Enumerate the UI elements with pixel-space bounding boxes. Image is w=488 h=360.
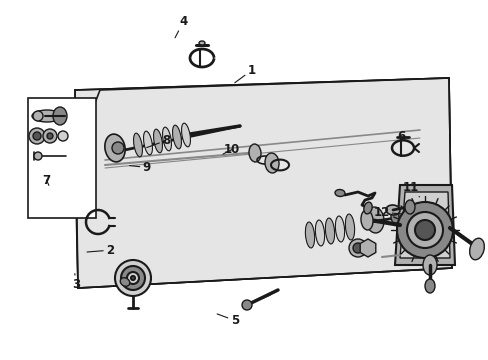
Text: 3: 3 xyxy=(72,274,80,291)
Circle shape xyxy=(396,202,452,258)
Ellipse shape xyxy=(385,205,399,215)
Ellipse shape xyxy=(404,200,414,214)
Ellipse shape xyxy=(264,153,279,173)
Ellipse shape xyxy=(143,131,152,155)
Polygon shape xyxy=(75,78,451,288)
Ellipse shape xyxy=(305,222,314,248)
Circle shape xyxy=(348,239,366,257)
Bar xyxy=(28,98,96,218)
Ellipse shape xyxy=(153,129,162,153)
Circle shape xyxy=(414,220,434,240)
Polygon shape xyxy=(75,78,451,288)
Text: 6: 6 xyxy=(396,130,404,149)
Text: 4: 4 xyxy=(175,15,187,38)
Circle shape xyxy=(115,260,151,296)
Ellipse shape xyxy=(32,110,62,122)
Text: 2: 2 xyxy=(87,244,114,257)
Ellipse shape xyxy=(468,238,483,260)
Ellipse shape xyxy=(199,41,204,45)
Circle shape xyxy=(47,133,53,139)
Ellipse shape xyxy=(325,218,334,244)
Ellipse shape xyxy=(133,133,142,157)
Circle shape xyxy=(352,243,362,253)
Polygon shape xyxy=(360,239,375,257)
Ellipse shape xyxy=(120,278,129,286)
Ellipse shape xyxy=(422,255,436,275)
Ellipse shape xyxy=(345,214,354,240)
Ellipse shape xyxy=(248,144,261,162)
Ellipse shape xyxy=(53,107,67,125)
Circle shape xyxy=(43,129,57,143)
Circle shape xyxy=(58,131,68,141)
Text: 10: 10 xyxy=(223,143,240,156)
Ellipse shape xyxy=(335,216,344,242)
Text: 5: 5 xyxy=(217,314,238,327)
Ellipse shape xyxy=(172,125,181,149)
Circle shape xyxy=(29,128,45,144)
Ellipse shape xyxy=(365,207,383,233)
Ellipse shape xyxy=(315,220,324,246)
Text: 11: 11 xyxy=(402,181,419,197)
Circle shape xyxy=(33,132,41,140)
Circle shape xyxy=(33,111,43,121)
Circle shape xyxy=(406,212,442,248)
Ellipse shape xyxy=(390,210,398,224)
Circle shape xyxy=(121,266,145,290)
Ellipse shape xyxy=(360,210,372,230)
Circle shape xyxy=(127,272,139,284)
Text: 7: 7 xyxy=(42,174,50,186)
Text: 9: 9 xyxy=(129,161,150,174)
Ellipse shape xyxy=(363,202,371,214)
Circle shape xyxy=(34,152,42,160)
Ellipse shape xyxy=(104,134,125,162)
Ellipse shape xyxy=(424,279,434,293)
Text: 12: 12 xyxy=(372,206,401,219)
Circle shape xyxy=(242,300,251,310)
Text: 8: 8 xyxy=(146,134,170,148)
Polygon shape xyxy=(399,192,449,258)
Circle shape xyxy=(131,276,135,280)
Ellipse shape xyxy=(181,123,190,147)
Polygon shape xyxy=(394,185,454,265)
Text: 1: 1 xyxy=(234,64,255,83)
Ellipse shape xyxy=(334,189,345,197)
Ellipse shape xyxy=(162,127,171,151)
Circle shape xyxy=(112,142,124,154)
